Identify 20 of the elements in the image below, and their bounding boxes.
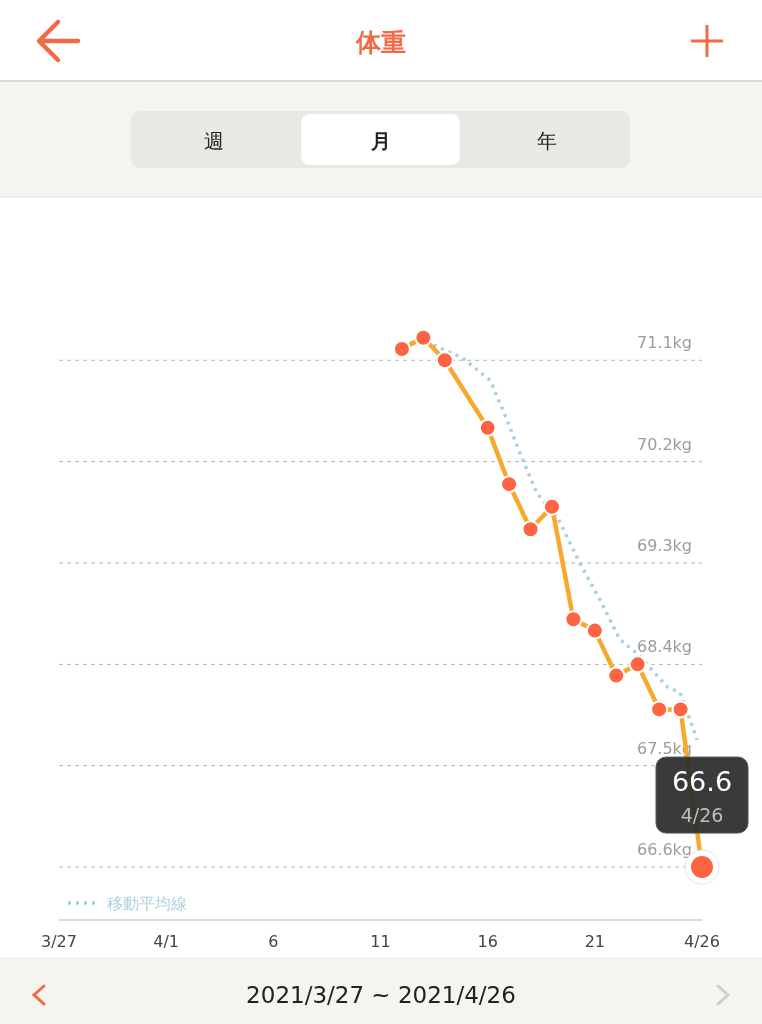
annotation: 66.6: [671, 766, 733, 798]
x-tick-label: 4/26: [684, 932, 720, 951]
y-tick-label: 68.4kg: [636, 637, 692, 657]
x-tick-label: 11: [370, 932, 391, 951]
y-tick-label: 69.3kg: [636, 536, 692, 555]
x-tick-label: 6: [268, 932, 279, 951]
x-tick-label: 16: [477, 932, 498, 951]
chart-title: 体重: [355, 28, 406, 57]
x-tick-label: 3/27: [41, 932, 77, 951]
text: 月: [369, 129, 391, 153]
annotation: 4/26: [680, 804, 724, 827]
legend-label: 移動平均線: [107, 894, 187, 913]
x-tick-label: 4/1: [153, 932, 180, 951]
x-tick-label: 21: [584, 932, 606, 951]
text: 年: [536, 129, 557, 153]
y-tick-label: 70.2kg: [636, 434, 692, 454]
y-tick-label: 71.1kg: [636, 333, 692, 353]
text: 週: [204, 129, 225, 153]
text: 2021/3/27 ~ 2021/4/26: [246, 982, 516, 1008]
y-tick-label: 66.6kg: [636, 840, 692, 860]
